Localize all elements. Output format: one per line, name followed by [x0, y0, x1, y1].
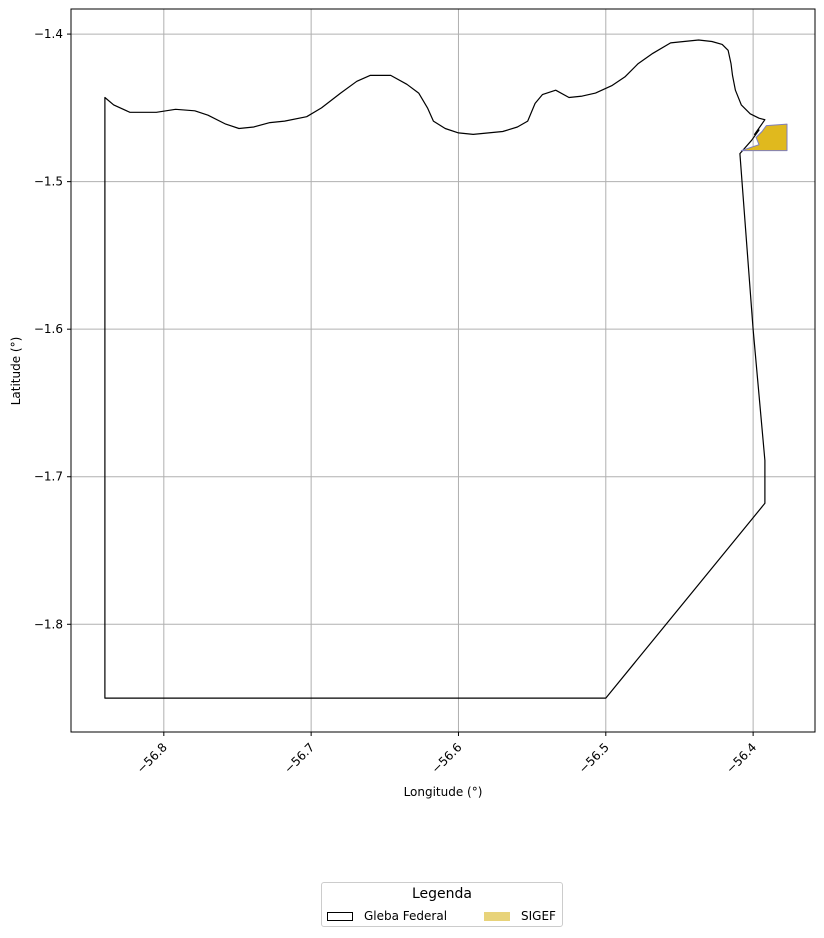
- legend-swatch-gleba: [327, 911, 353, 921]
- y-tick-label: −1.6: [34, 322, 63, 336]
- sigef-polygon: [740, 123, 788, 152]
- x-tick-label: −56.4: [723, 740, 759, 776]
- shapes-layer: [104, 39, 788, 699]
- gleba-federal-polygon: [104, 39, 766, 699]
- x-axis-title: Longitude (°): [404, 785, 483, 799]
- x-tick-label: −56.8: [134, 740, 170, 776]
- legend-item-gleba: Gleba Federal: [327, 908, 447, 924]
- grid-layer: [71, 9, 815, 732]
- ticks-layer: −56.8 −56.7 −56.6 −56.5 −56.4 −1.4 −1.5 −1.6 −1.…: [34, 27, 759, 776]
- x-tick-label: −56.5: [576, 740, 612, 776]
- legend-label-sigef: SIGEF: [521, 909, 556, 923]
- y-axis-title: Latitude (°): [9, 337, 23, 406]
- plot-frame: [70, 8, 816, 733]
- x-tick-label: −56.6: [429, 740, 465, 776]
- legend-swatch-sigef: [484, 911, 510, 921]
- x-tick-label: −56.7: [281, 740, 317, 776]
- legend-title: Legenda: [411, 886, 472, 902]
- y-tick-label: −1.7: [34, 470, 63, 484]
- y-tick-label: −1.8: [34, 617, 63, 631]
- y-tick-label: −1.4: [34, 27, 63, 41]
- legend-label-gleba: Gleba Federal: [364, 909, 448, 923]
- legend: Legenda Gleba Federal SIGEF: [321, 882, 563, 927]
- legend-item-sigef: SIGEF: [484, 908, 556, 924]
- map-chart: −56.8 −56.7 −56.6 −56.5 −56.4 −1.4 −1.5 −1.6 −1.…: [9, 8, 816, 799]
- y-tick-label: −1.5: [34, 175, 63, 189]
